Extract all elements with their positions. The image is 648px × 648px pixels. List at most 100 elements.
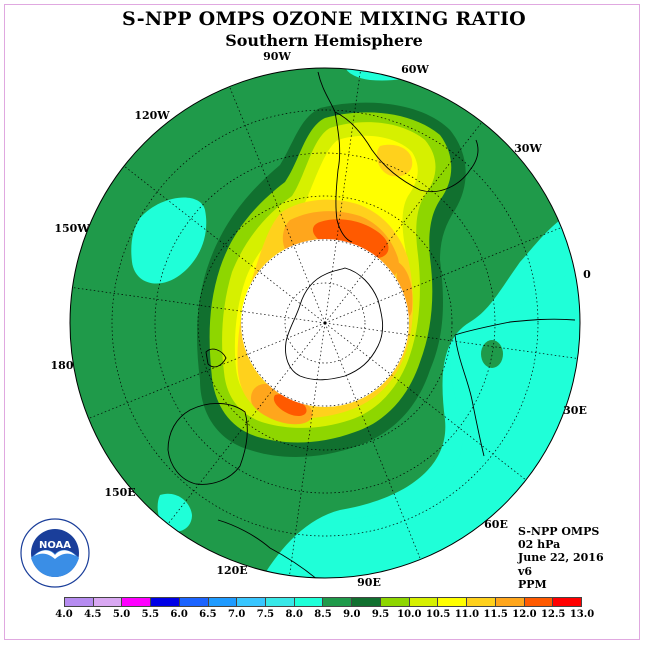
meridian-line [167,322,326,525]
colorbar-tick-label: 5.5 [141,609,160,620]
colorbar-segment [380,598,410,606]
colorbar-ticks: 4.0 4.5 5.0 5.5 6.0 6.5 7.0 7.5 8.0 8.5 9.0 9.5 10.0… [55,609,594,623]
colorbar-tick-label: 5.0 [112,609,131,620]
meridian-line [229,86,326,324]
colorbar-segment [266,598,295,606]
observation-date: June 22, 2016 [518,551,604,565]
colorbar-segment [93,598,123,606]
colorbar-segment [122,598,152,606]
coast-new-zealand [205,348,227,368]
longitude-label: 150W [54,222,90,235]
colorbar-segment [524,598,554,606]
longitude-label: 150E [104,486,135,499]
units-label: PPM [518,577,547,591]
colorbar-segment [294,598,324,606]
longitude-label: 120E [216,564,247,577]
meridians [72,70,578,576]
colorbar-segment [179,598,209,606]
latitude-circle-1 [284,282,366,364]
noaa-logo-name: NOAA [39,540,71,551]
meridian-line [324,70,361,324]
colorbar-tick-label: 10.5 [425,609,451,620]
longitude-label: 60W [401,63,429,76]
colorbar-segment [438,598,468,606]
colorbar-tick-label: 6.5 [199,609,217,620]
colorbar-segment [495,598,525,606]
colorbar-segment [467,598,496,606]
colorbar-tick-label: 12.5 [541,609,566,620]
colorbar-tick-label: 4.5 [84,609,102,620]
colorbar-segment [553,598,581,606]
noaa-logo: NOAA [20,518,90,588]
coast-australia [167,403,248,485]
ozone-region-cyan-west [131,197,207,284]
noaa-logo-bird [34,550,76,559]
colorbar-tick-label: 10.0 [397,609,422,620]
colorbar-tick-label: 7.0 [227,609,246,620]
longitude-label: 0 [583,268,591,281]
latitude-circle-4 [154,152,496,494]
graticule [72,70,578,576]
ozone-region-gold-top [376,144,413,177]
south-pole-marker [323,321,327,325]
colorbar-tick-label: 6.0 [170,609,188,620]
colorbar-segment [237,598,267,606]
colorbar-tick-label: 12.0 [512,609,537,620]
ozone-region-red-south [273,394,307,416]
colorbar-tick-label: 7.5 [256,609,275,620]
longitude-label: 90E [357,576,381,589]
ozone-region-12-0 [312,219,389,259]
colorbar-tick-label: 4.0 [55,609,73,620]
meridian-line [88,322,326,419]
pressure-level: 02 hPa [518,538,561,552]
colorbar [64,597,582,607]
map-subtitle: Southern Hemisphere [225,31,423,50]
meridian-line [324,322,421,560]
info-block: S-NPP OMPS 02 hPa June 22, 2016 v6 PPM [518,525,604,591]
longitude-labels: 90W 60W 30W 0 30E 60E 90E 120E 150E 180 150W 120W [51,50,592,589]
colorbar-tick-label: 9.5 [371,609,390,620]
meridian-line [324,322,578,359]
colorbar-tick-label: 11.5 [483,609,508,620]
colorbar-segment [409,598,439,606]
latitude-circle-5 [111,109,539,537]
colorbar-segment [151,598,180,606]
latitude-circle-2 [241,239,409,407]
coastlines [167,71,576,578]
data-version: v6 [518,564,533,578]
map-boundary [69,67,581,579]
meridian-line [123,165,326,324]
longitude-label: 90W [263,50,291,63]
meridian-line [324,227,562,324]
longitude-label: 30E [563,404,587,417]
latitude-circle-3 [197,195,453,451]
coast-indonesia [217,519,319,578]
meridian-line [324,322,527,481]
colorbar-segment [208,598,238,606]
longitude-label: 30W [514,142,542,155]
longitude-label: 120W [134,109,170,122]
colorbar-tick-label: 11.0 [454,609,480,620]
colorbar-tick-label: 8.5 [314,609,332,620]
meridian-line [72,287,326,324]
meridian-line [289,322,326,576]
ozone-field [70,68,580,578]
colorbar-segment [323,598,353,606]
colorbar-segment [65,598,94,606]
colorbar-segment [352,598,381,606]
ozone-island-green [481,340,503,368]
colorbar-tick-label: 13.0 [569,609,595,620]
colorbar-tick-label: 9.0 [343,609,361,620]
coast-antarctica [285,267,384,381]
longitude-label: 60E [484,518,508,531]
instrument-label: S-NPP OMPS [518,525,600,538]
colorbar-tick-label: 8.0 [285,609,303,620]
figure-frame [4,4,640,640]
map-title: S-NPP OMPS OZONE MIXING RATIO [121,8,527,30]
meridian-line [324,121,483,324]
coast-south-america [317,71,479,243]
coast-africa [454,318,576,457]
noaa-logo-sea [31,549,79,577]
